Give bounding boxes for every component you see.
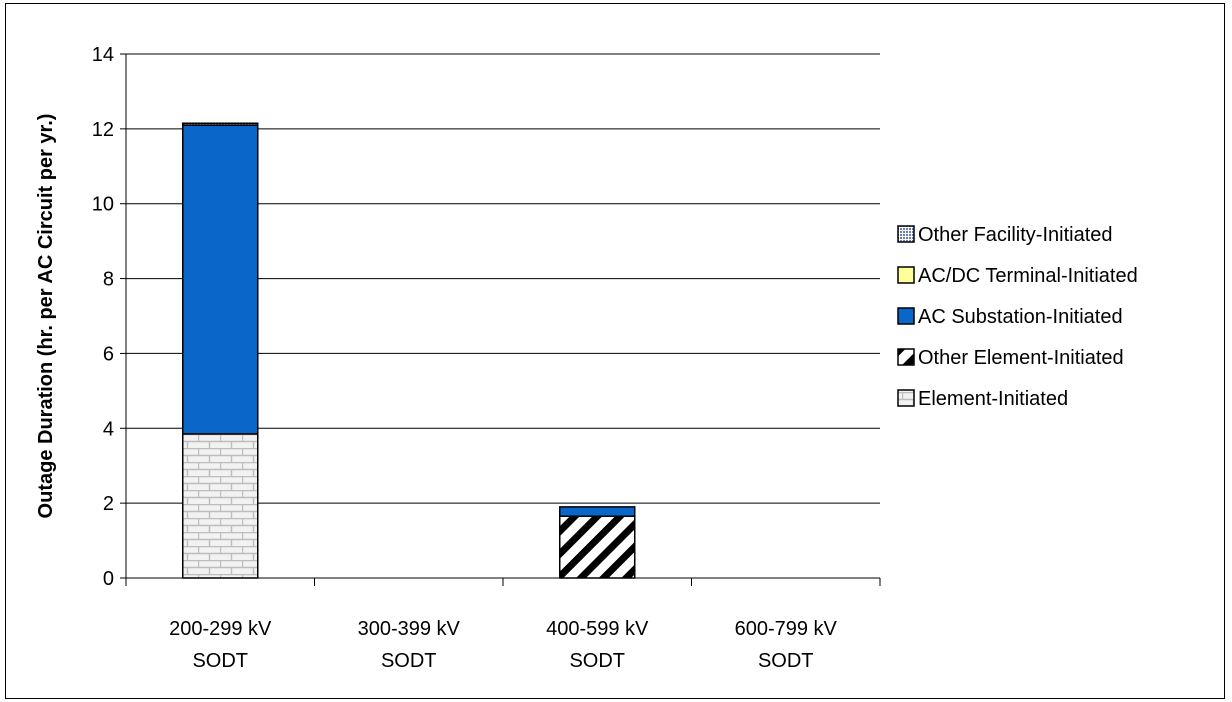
legend-label: Other Facility-Initiated — [918, 224, 1113, 246]
legend-swatch — [897, 225, 915, 243]
y-tick-label: 0 — [103, 568, 114, 590]
y-tick-label: 12 — [92, 119, 114, 141]
x-category-labels: 200-299 kV SODT 300-399 kV SODT 400-599 kV SO… — [169, 618, 837, 672]
legend-swatch — [897, 266, 915, 284]
x-category-label: SODT — [381, 650, 437, 672]
x-category-label: 600-799 kV — [735, 618, 838, 640]
bar-segment-other-facility-initiated — [182, 122, 259, 126]
y-tick-label: 10 — [92, 194, 114, 216]
legend-label: Element-Initiated — [918, 388, 1068, 410]
x-category-label: 200-299 kV — [169, 618, 272, 640]
x-category-label: SODT — [192, 650, 248, 672]
legend-swatch — [897, 389, 915, 407]
bar-segment-element-initiated — [182, 433, 259, 579]
bar-segment-ac-substation-initiated — [182, 124, 259, 435]
legend-label: AC/DC Terminal-Initiated — [918, 265, 1138, 287]
x-category-label: 400-599 kV — [546, 618, 649, 640]
legend-swatch — [897, 348, 915, 366]
y-tick-label: 4 — [103, 418, 114, 440]
y-tick-label: 8 — [103, 269, 114, 291]
bar-segment-other-element-initiated — [559, 515, 636, 579]
legend-swatch — [897, 307, 915, 325]
y-tick-label: 2 — [103, 493, 114, 515]
x-category-label: SODT — [758, 650, 814, 672]
y-axis-label: Outage Duration (hr. per AC Circuit per … — [35, 114, 57, 519]
x-category-label: 300-399 kV — [358, 618, 461, 640]
legend: Other Facility-Initiated AC/DC Terminal-I… — [897, 224, 1138, 410]
x-category-label: SODT — [569, 650, 625, 672]
bar-segment-ac-substation-initiated — [559, 506, 636, 517]
legend-label: Other Element-Initiated — [918, 347, 1124, 369]
y-tick-label: 14 — [92, 44, 114, 66]
legend-label: AC Substation-Initiated — [918, 306, 1123, 328]
y-tick-labels: 0 2 4 6 8 10 12 14 — [92, 44, 114, 590]
bar-segments — [182, 122, 636, 579]
axes — [125, 54, 881, 586]
y-tick-label: 6 — [103, 343, 114, 365]
